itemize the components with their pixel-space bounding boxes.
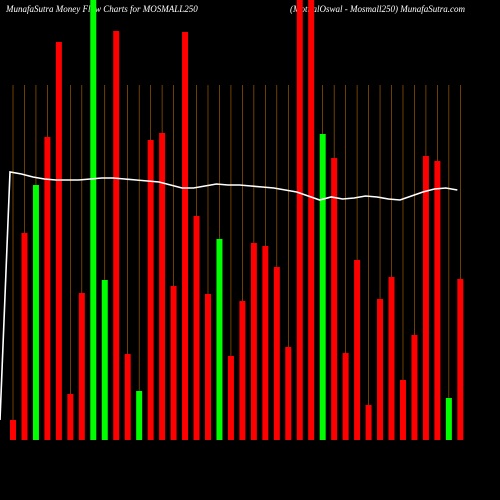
bar xyxy=(55,42,62,440)
flow-line xyxy=(0,171,458,421)
bar xyxy=(159,133,166,440)
bar xyxy=(21,233,28,440)
bar xyxy=(10,420,16,440)
bar xyxy=(273,267,280,440)
bar xyxy=(170,286,177,440)
bar xyxy=(124,354,131,440)
bar xyxy=(308,0,315,440)
bar xyxy=(136,391,143,440)
bar xyxy=(296,0,303,440)
bar xyxy=(411,335,418,440)
bar xyxy=(182,32,189,440)
bar xyxy=(67,394,74,440)
bar xyxy=(101,280,108,440)
bar xyxy=(285,347,292,440)
bar xyxy=(32,185,39,440)
bar xyxy=(377,299,384,440)
bar xyxy=(193,216,200,440)
bar xyxy=(216,239,223,440)
bar xyxy=(457,279,464,440)
bar xyxy=(434,161,441,440)
bar xyxy=(227,356,234,440)
bar xyxy=(331,158,338,440)
bar xyxy=(388,277,395,440)
bar xyxy=(319,134,326,440)
bar xyxy=(422,156,429,440)
bar xyxy=(78,293,85,440)
bar xyxy=(204,294,211,440)
bar xyxy=(342,353,349,440)
bar xyxy=(250,243,257,440)
bar xyxy=(90,0,97,440)
bar xyxy=(147,140,154,440)
chart-subtitle: (MotilalOswal - Mosmall250) MunafaSutra.… xyxy=(290,4,465,14)
bar xyxy=(44,137,51,440)
bar xyxy=(445,398,452,440)
bar xyxy=(399,380,406,440)
bar xyxy=(113,31,120,440)
bar xyxy=(365,405,372,440)
chart-title: MunafaSutra Money Flow Charts for MOSMAL… xyxy=(5,4,198,14)
bar xyxy=(262,246,269,440)
bar xyxy=(239,301,246,440)
bar xyxy=(354,260,361,440)
